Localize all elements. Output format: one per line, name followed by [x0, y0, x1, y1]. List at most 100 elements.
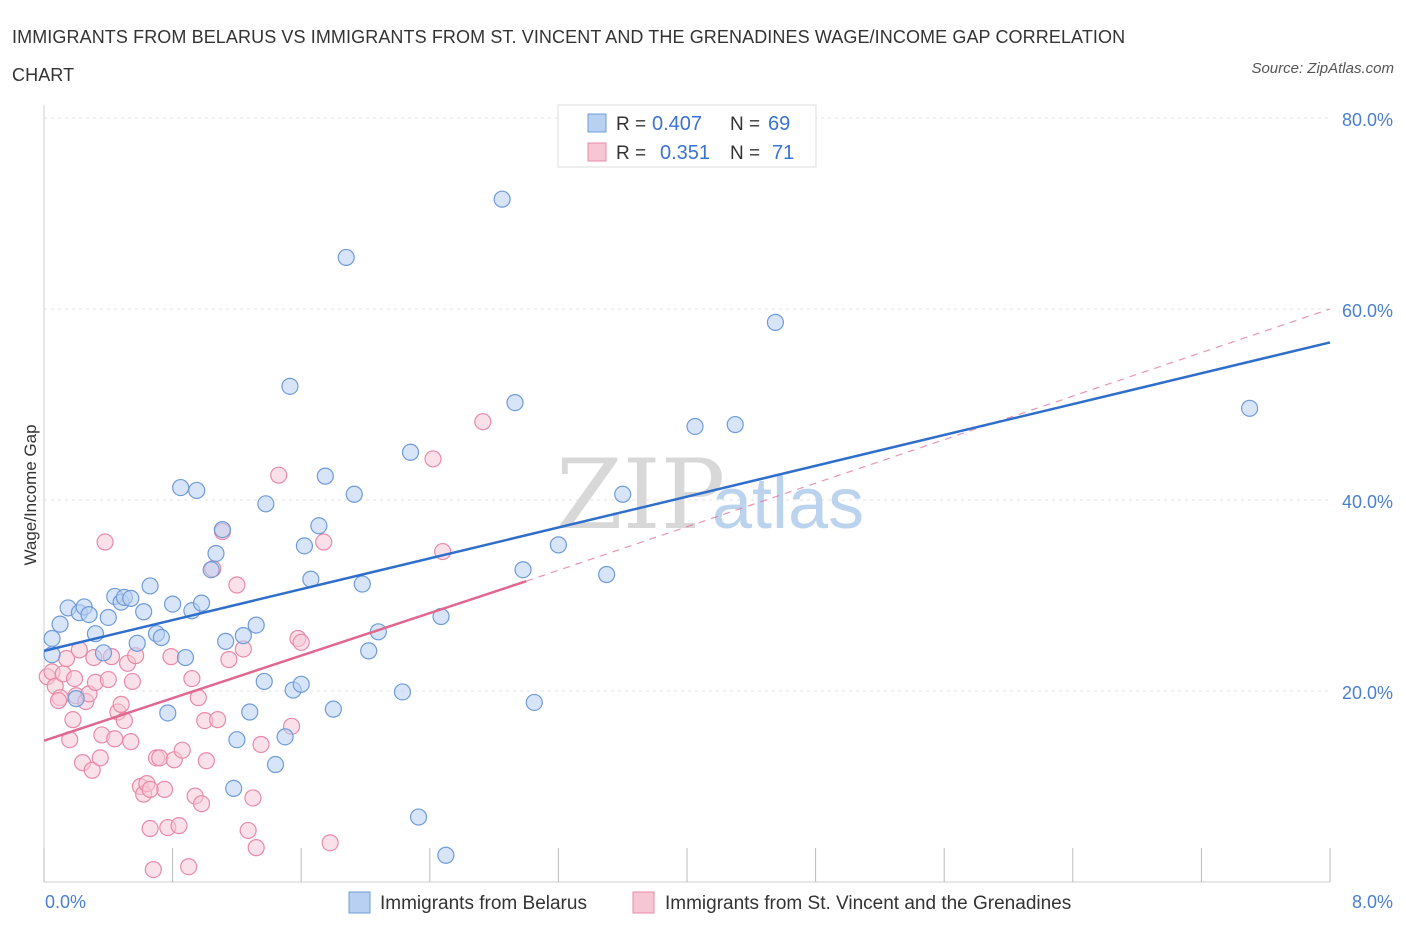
belarus-point	[549, 536, 568, 554]
legend-n-label-2: N =	[730, 143, 760, 164]
belarus-point	[1241, 399, 1259, 417]
belarus-point	[281, 377, 299, 395]
st-vincent-point	[474, 413, 492, 431]
st-vincent-point	[180, 858, 198, 876]
belarus-point	[94, 644, 113, 662]
st-vincent-point	[141, 780, 159, 798]
st-vincent-point	[270, 466, 288, 484]
st-vincent-point	[151, 749, 169, 767]
st-vincent-point	[170, 817, 188, 835]
legend-n-label-1: N =	[730, 114, 760, 135]
belarus-point	[614, 485, 632, 503]
st-vincent-point	[122, 733, 140, 751]
belarus-point	[99, 608, 117, 627]
bottom-legend: Immigrants from Belarus Immigrants from …	[348, 891, 1071, 914]
st-vincent-point	[123, 672, 142, 691]
belarus-point	[726, 415, 744, 434]
belarus-point	[234, 627, 252, 645]
belarus-point	[80, 605, 98, 624]
st-vincent-point	[321, 834, 339, 852]
belarus-point	[766, 313, 785, 331]
belarus-point	[337, 248, 355, 267]
bottom-legend-st-vincent: Immigrants from St. Vincent and the Gren…	[665, 893, 1071, 914]
bottom-legend-swatch-st-vincent	[632, 891, 655, 914]
bottom-legend-swatch-belarus	[348, 891, 371, 914]
belarus-point	[276, 728, 294, 746]
belarus-point	[192, 594, 211, 612]
belarus-point	[353, 575, 371, 593]
belarus-point	[135, 603, 153, 621]
belarus-point	[409, 808, 428, 826]
st-vincent-point	[209, 711, 227, 729]
y-tick-label: 40.0%	[1342, 492, 1393, 512]
belarus-point	[202, 561, 220, 579]
belarus-point	[493, 190, 511, 208]
belarus-point	[255, 672, 273, 691]
st-vincent-point	[112, 695, 130, 713]
belarus-point	[51, 615, 69, 633]
series-belarus-points	[43, 190, 1259, 864]
belarus-point	[164, 595, 182, 613]
x-tick-label: 8.0%	[1352, 892, 1393, 912]
belarus-point	[437, 846, 455, 864]
belarus-point	[295, 537, 314, 555]
belarus-point	[141, 577, 159, 595]
watermark: ZIP atlas	[556, 439, 864, 551]
belarus-point	[514, 561, 532, 579]
st-vincent-point	[91, 749, 109, 767]
st-vincent-point	[197, 752, 215, 770]
belarus-point	[225, 779, 243, 798]
st-vincent-point	[99, 670, 117, 689]
st-vincent-point	[247, 839, 265, 857]
st-vincent-point	[292, 633, 310, 651]
belarus-trend-line	[43, 341, 1331, 653]
belarus-point	[241, 703, 259, 721]
belarus-point	[324, 700, 342, 718]
belarus-point	[247, 616, 265, 634]
belarus-point	[266, 755, 285, 774]
st-vincent-point	[183, 669, 201, 688]
belarus-point	[159, 704, 177, 722]
st-vincent-point	[155, 780, 174, 798]
y-axis-label: Wage/Income Gap	[21, 424, 40, 565]
legend-n-value-2: 71	[772, 142, 794, 164]
x-tick-label: 0.0%	[45, 892, 86, 912]
st-vincent-point	[315, 533, 333, 551]
st-vincent-trend-extension	[526, 308, 1331, 582]
st-vincent-point	[252, 735, 270, 754]
chart-title: IMMIGRANTS FROM BELARUS VS IMMIGRANTS FR…	[12, 27, 1126, 85]
legend-n-value-1: 69	[768, 113, 790, 135]
y-tick-label: 20.0%	[1342, 683, 1393, 703]
st-vincent-point	[64, 711, 82, 729]
tick-labels: 20.0% 40.0% 60.0% 80.0% 0.0% 8.0%	[45, 110, 1393, 912]
y-tick-label: 60.0%	[1342, 301, 1393, 321]
st-vincent-point	[162, 648, 180, 666]
st-vincent-point	[424, 450, 442, 468]
st-vincent-point	[83, 761, 101, 779]
st-vincent-point	[144, 860, 162, 879]
belarus-point	[316, 467, 334, 485]
y-tick-label: 80.0%	[1342, 110, 1393, 130]
belarus-point	[393, 683, 412, 701]
belarus-point	[217, 632, 235, 650]
st-vincent-point	[228, 576, 246, 594]
legend-swatch-st-vincent	[587, 142, 607, 162]
grid-lines	[44, 117, 1330, 692]
belarus-point	[176, 648, 195, 667]
belarus-point	[213, 521, 232, 539]
axes	[43, 105, 1331, 883]
belarus-point	[345, 485, 363, 503]
belarus-point	[360, 642, 378, 660]
trend-lines	[43, 308, 1331, 742]
belarus-point	[188, 481, 206, 500]
st-vincent-point	[141, 819, 159, 838]
watermark-zip: ZIP	[556, 439, 725, 551]
belarus-point	[152, 628, 170, 647]
legend-swatch-belarus	[587, 113, 607, 133]
belarus-point	[292, 675, 310, 693]
belarus-point	[67, 690, 85, 708]
belarus-point	[228, 731, 246, 749]
belarus-point	[128, 634, 146, 652]
legend-r-label-2: R =	[616, 143, 646, 164]
